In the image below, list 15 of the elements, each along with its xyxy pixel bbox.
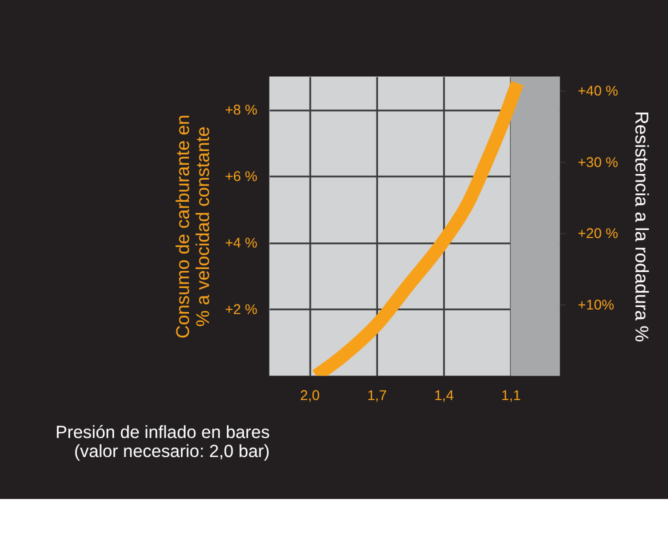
x-axis-title: Presión de inflado en bares (valor necesario: 2,0 bar)	[56, 422, 270, 462]
y-axis-title: Consumo de carburante en % a velocidad constante	[172, 114, 214, 339]
x-tick-label: 1,7	[367, 387, 387, 403]
y-tick-label: +6 %	[224, 168, 258, 184]
y2-tick-label: +10%	[578, 296, 615, 312]
x-tick-label: 1,1	[501, 387, 521, 403]
y-tick-label: +2 %	[224, 301, 258, 318]
y2-tick-label: +40 %	[578, 82, 619, 99]
x-tick-label: 1,4	[434, 387, 454, 403]
y2-axis-title: Resistencia a la rodadura %	[632, 111, 653, 342]
y2-tick-label: +20 %	[578, 225, 619, 242]
x-tick-label: 2,0	[300, 387, 320, 403]
y-tick-label: +4 %	[224, 234, 258, 251]
y-tick-label: +8 %	[224, 102, 258, 118]
y2-tick-label: +30 %	[578, 154, 619, 170]
